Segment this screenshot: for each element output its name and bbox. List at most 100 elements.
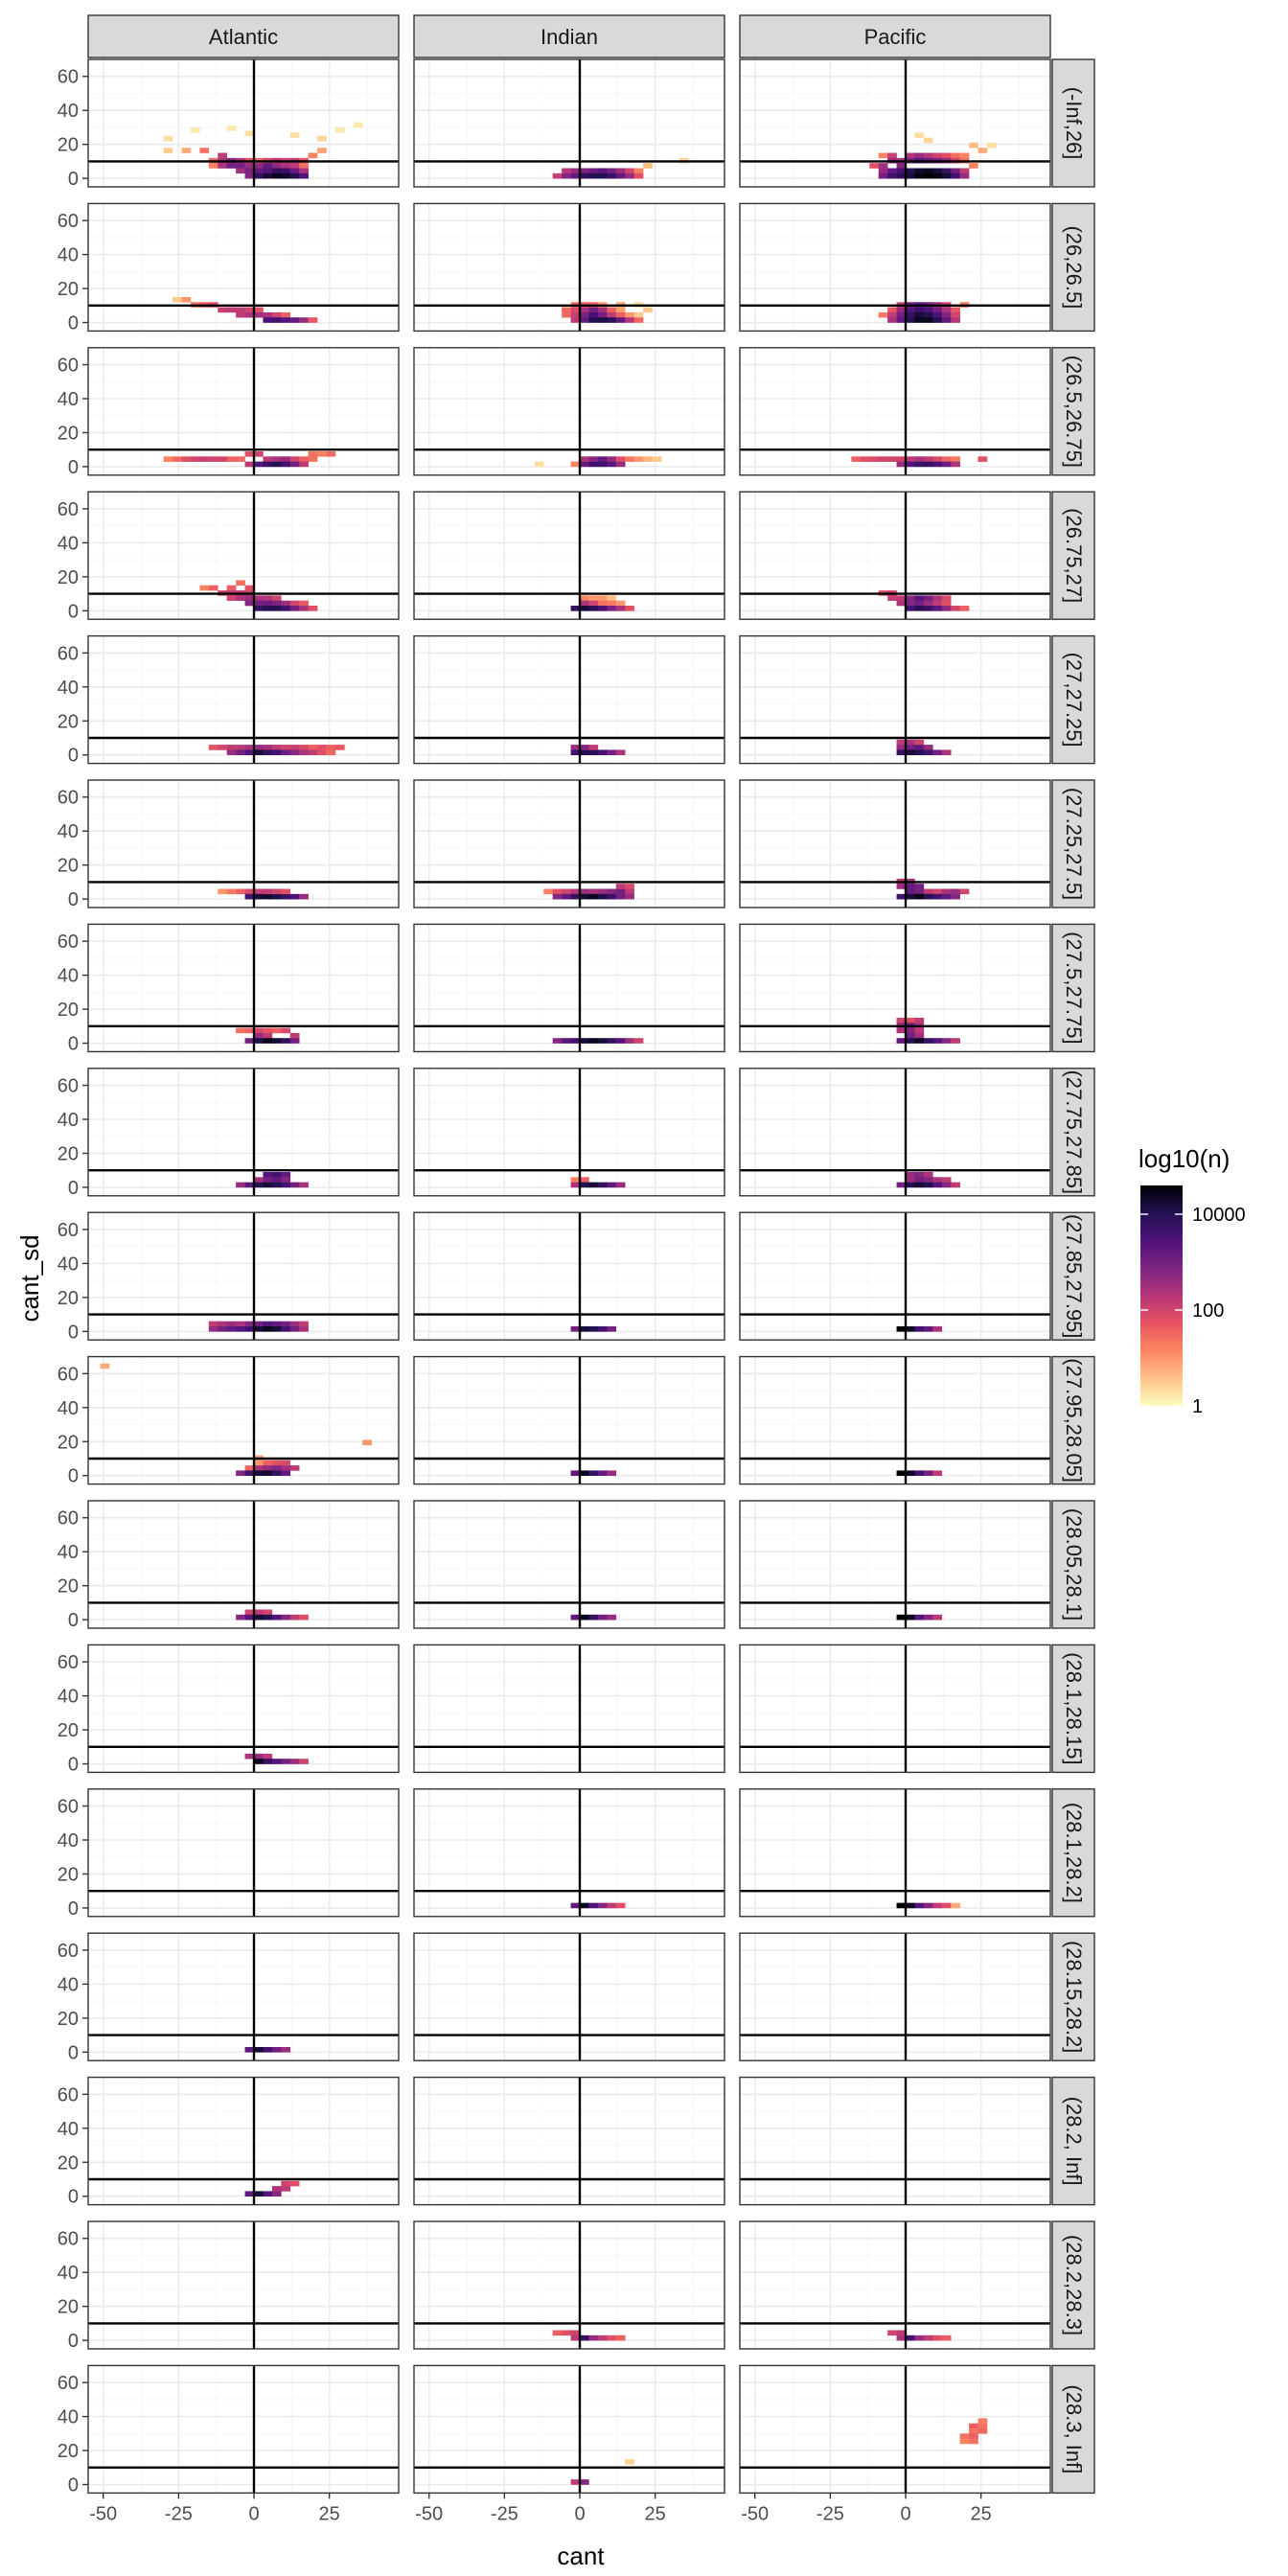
heatmap-tile [299, 461, 309, 468]
heatmap-tile [588, 1470, 599, 1477]
heatmap-tile [951, 1182, 960, 1188]
facet-panel [739, 1211, 1051, 1341]
y-tick-label: 40 [58, 245, 79, 266]
heatmap-tile [588, 1038, 599, 1044]
heatmap-tile [941, 1038, 952, 1044]
heatmap-tile [271, 1759, 282, 1764]
heatmap-tile [254, 1470, 264, 1477]
heatmap-tile [941, 1182, 952, 1188]
heatmap-tile [652, 456, 662, 462]
heatmap-tile [244, 749, 255, 756]
heatmap-tile [281, 1321, 291, 1327]
row-strip-label: (26.75,27] [1062, 508, 1086, 603]
heatmap-tile [923, 749, 933, 756]
heatmap-tile [226, 126, 237, 131]
heatmap-tile [978, 2428, 988, 2434]
heatmap-tile [969, 2423, 978, 2429]
heatmap-tile [896, 1902, 907, 1909]
heatmap-tile [923, 1614, 933, 1621]
heatmap-tile [906, 1017, 915, 1024]
row-strip-label: (28.05,28.1] [1062, 1508, 1086, 1621]
heatmap-tile [580, 893, 589, 900]
heatmap-tile [263, 1182, 273, 1188]
y-tick-label: 40 [58, 389, 79, 410]
heatmap-tile [932, 1182, 943, 1188]
heatmap-tile [588, 172, 599, 179]
heatmap-tile [254, 163, 264, 169]
heatmap-tile [226, 163, 237, 169]
heatmap-tile [615, 172, 626, 179]
y-tick-label: 20 [58, 1143, 79, 1164]
heatmap-tile [887, 172, 897, 179]
y-tick-label: 20 [58, 2009, 79, 2030]
heatmap-tile [932, 172, 943, 179]
heatmap-tile [914, 456, 925, 462]
heatmap-tile [281, 2186, 291, 2192]
heatmap-tile [969, 2438, 978, 2445]
heatmap-tile [271, 1460, 282, 1466]
panel-background [88, 1501, 399, 1628]
heatmap-tile [289, 1038, 300, 1044]
heatmap-tile [914, 1171, 925, 1178]
heatmap-tile [244, 2191, 255, 2197]
heatmap-tile [562, 307, 571, 313]
facet-panel [413, 1355, 725, 1485]
heatmap-tile [254, 1321, 264, 1327]
heatmap-tile [633, 456, 644, 462]
heatmap-tile [923, 745, 933, 750]
heatmap-tile [896, 739, 907, 746]
heatmap-tile [263, 163, 273, 169]
panel-background [414, 1212, 724, 1341]
panel-border [413, 1932, 725, 2061]
heatmap-tile [289, 1182, 300, 1188]
heatmap-tile [326, 745, 336, 750]
heatmap-tile [923, 317, 933, 323]
heatmap-tile [978, 2418, 988, 2424]
panel-border [413, 2220, 725, 2350]
heatmap-tile [580, 1177, 589, 1183]
heatmap-tile [923, 456, 933, 462]
heatmap-tile [570, 749, 581, 756]
y-tick-label: 40 [58, 533, 79, 554]
heatmap-tile [226, 456, 237, 462]
heatmap-tile [923, 1182, 933, 1188]
heatmap-tile [896, 2330, 907, 2336]
heatmap-tile [951, 1038, 960, 1044]
panel-background [740, 924, 1050, 1052]
heatmap-tile [271, 749, 282, 756]
facet-panel [87, 1211, 400, 1341]
x-tick-label: 0 [900, 2503, 910, 2524]
heatmap-tile [580, 1182, 589, 1188]
panel-border [87, 923, 400, 1053]
heatmap-tile [263, 311, 273, 318]
heatmap-tile [896, 884, 907, 889]
column-strip-label: Atlantic [209, 25, 278, 49]
heatmap-tile [218, 456, 227, 462]
heatmap-tile [914, 1177, 925, 1183]
facet-panel [739, 1932, 1051, 2061]
heatmap-tile [588, 749, 599, 756]
heatmap-tile [615, 888, 626, 895]
heatmap-tile [607, 1326, 617, 1332]
y-tick-label: 0 [68, 1034, 79, 1055]
heatmap-tile [923, 168, 933, 174]
facet-panel [413, 1932, 725, 2061]
panel-background [88, 1788, 399, 1917]
y-tick-label: 20 [58, 279, 79, 300]
heatmap-tile [226, 749, 237, 756]
heatmap-tile [244, 1609, 255, 1616]
heatmap-tile [244, 1326, 255, 1332]
heatmap-tile [281, 311, 291, 318]
heatmap-tile [986, 142, 997, 149]
heatmap-tile [199, 148, 210, 153]
heatmap-tile [244, 745, 255, 750]
heatmap-tile [932, 317, 943, 323]
heatmap-tile [906, 749, 915, 756]
panel-background [88, 1068, 399, 1196]
heatmap-tile [263, 1321, 273, 1327]
heatmap-tile [244, 2047, 255, 2053]
heatmap-tile [299, 749, 309, 756]
heatmap-tile [607, 1614, 617, 1621]
panel-background [414, 2365, 724, 2494]
heatmap-tile [878, 152, 888, 159]
